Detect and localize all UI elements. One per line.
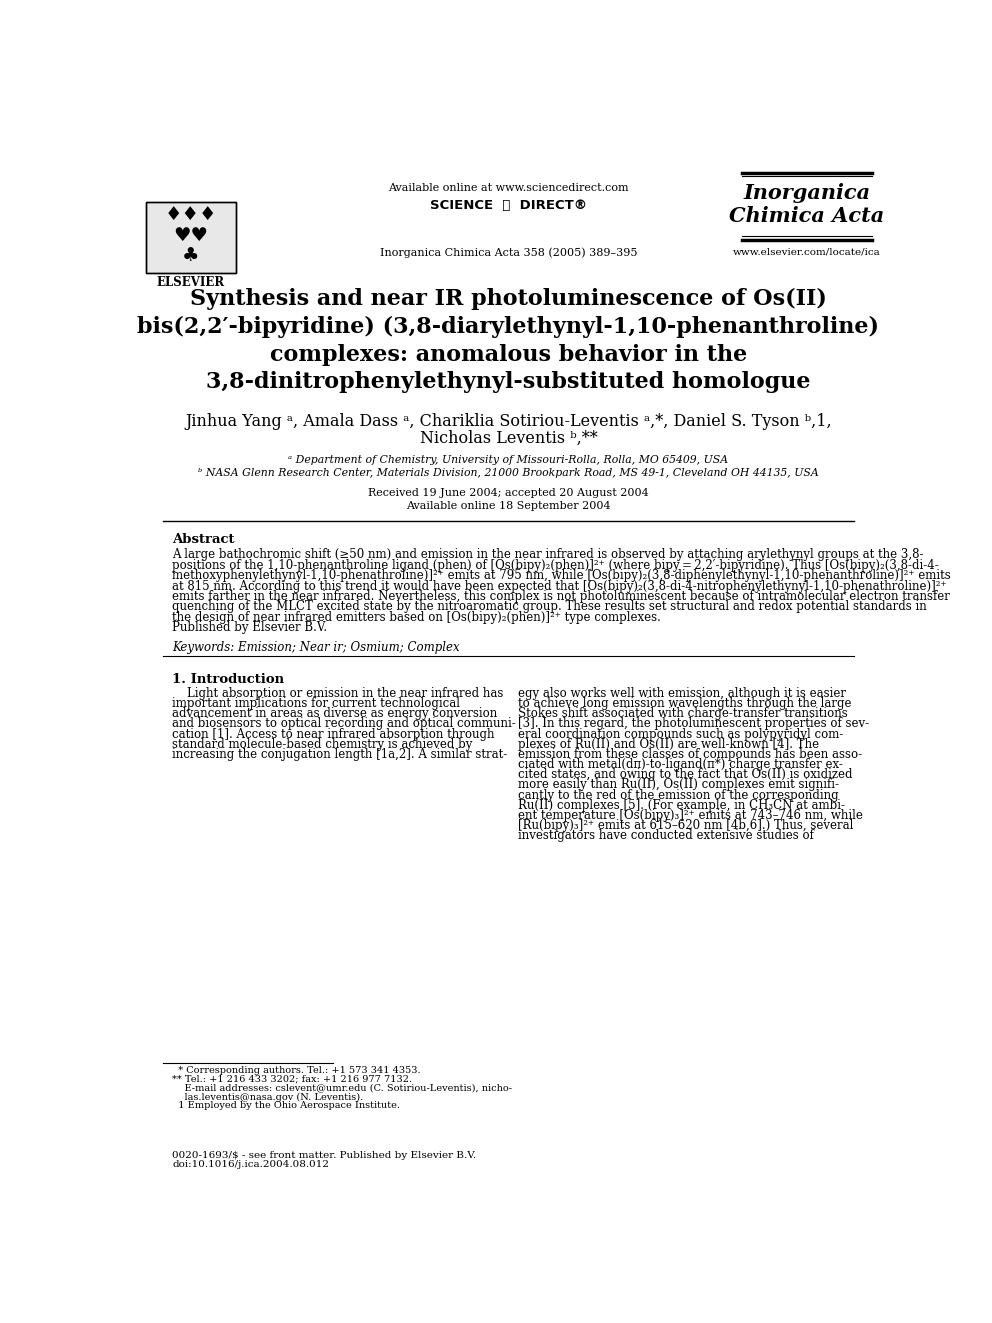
Text: advancement in areas as diverse as energy conversion: advancement in areas as diverse as energ…: [172, 708, 497, 720]
Text: increasing the conjugation length [1a,2]. A similar strat-: increasing the conjugation length [1a,2]…: [172, 747, 507, 761]
Text: at 815 nm. According to this trend it would have been expected that [Os(bipy)₂(3: at 815 nm. According to this trend it wo…: [172, 579, 946, 593]
Text: [3]. In this regard, the photoluminescent properties of sev-: [3]. In this regard, the photoluminescen…: [518, 717, 869, 730]
Text: SCIENCE  ⓓ  DIRECT®: SCIENCE ⓓ DIRECT®: [430, 198, 587, 212]
Text: quenching of the MLCT excited state by the nitroaromatic group. These results se: quenching of the MLCT excited state by t…: [172, 601, 927, 614]
Text: Received 19 June 2004; accepted 20 August 2004: Received 19 June 2004; accepted 20 Augus…: [368, 488, 649, 499]
Text: Keywords: Emission; Near ir; Osmium; Complex: Keywords: Emission; Near ir; Osmium; Com…: [172, 640, 459, 654]
Text: cited states, and owing to the fact that Os(II) is oxidized: cited states, and owing to the fact that…: [518, 769, 852, 782]
Text: Available online at www.sciencedirect.com: Available online at www.sciencedirect.co…: [388, 184, 629, 193]
Text: ent temperature [Os(bipy)₃]²⁺ emits at 743–746 nm, while: ent temperature [Os(bipy)₃]²⁺ emits at 7…: [518, 808, 863, 822]
Text: ** Tel.: +1 216 433 3202; fax: +1 216 977 7132.: ** Tel.: +1 216 433 3202; fax: +1 216 97…: [172, 1074, 412, 1084]
Text: 0020-1693/$ - see front matter. Published by Elsevier B.V.: 0020-1693/$ - see front matter. Publishe…: [172, 1151, 476, 1159]
Text: Inorganica: Inorganica: [743, 184, 870, 204]
Text: Jinhua Yang ᵃ, Amala Dass ᵃ, Chariklia Sotiriou-Leventis ᵃ,*, Daniel S. Tyson ᵇ,: Jinhua Yang ᵃ, Amala Dass ᵃ, Chariklia S…: [186, 413, 831, 430]
Text: plexes of Ru(II) and Os(II) are well-known [4]. The: plexes of Ru(II) and Os(II) are well-kno…: [518, 738, 818, 750]
Text: cantly to the red of the emission of the corresponding: cantly to the red of the emission of the…: [518, 789, 838, 802]
Text: ciated with metal(dπ)-to-ligand(π*) charge transfer ex-: ciated with metal(dπ)-to-ligand(π*) char…: [518, 758, 842, 771]
Text: Stokes shift associated with charge-transfer transitions: Stokes shift associated with charge-tran…: [518, 708, 847, 720]
Text: the design of near infrared emitters based on [Os(bipy)₂(phen)]²⁺ type complexes: the design of near infrared emitters bas…: [172, 611, 661, 623]
Text: Published by Elsevier B.V.: Published by Elsevier B.V.: [172, 620, 327, 634]
Text: egy also works well with emission, although it is easier: egy also works well with emission, altho…: [518, 687, 846, 700]
Text: methoxyphenylethynyl-1,10-phenathroline)]²⁺ emits at 795 nm, while [Os(bipy)₂(3,: methoxyphenylethynyl-1,10-phenathroline)…: [172, 569, 950, 582]
Text: E-mail addresses: cslevent@umr.edu (C. Sotiriou-Leventis), nicho-: E-mail addresses: cslevent@umr.edu (C. S…: [172, 1084, 512, 1093]
Text: Synthesis and near IR photoluminescence of Os(II): Synthesis and near IR photoluminescence …: [189, 288, 827, 310]
Text: A large bathochromic shift (≥50 nm) and emission in the near infrared is observe: A large bathochromic shift (≥50 nm) and …: [172, 548, 924, 561]
Text: las.leventis@nasa.gov (N. Leventis).: las.leventis@nasa.gov (N. Leventis).: [172, 1093, 363, 1102]
Text: ᵃ Department of Chemistry, University of Missouri-Rolla, Rolla, MO 65409, USA: ᵃ Department of Chemistry, University of…: [289, 455, 728, 466]
Text: Inorganica Chimica Acta 358 (2005) 389–395: Inorganica Chimica Acta 358 (2005) 389–3…: [380, 247, 637, 258]
Text: 3,8-dinitrophenylethynyl-substituted homologue: 3,8-dinitrophenylethynyl-substituted hom…: [206, 372, 810, 393]
Text: to achieve long emission wavelengths through the large: to achieve long emission wavelengths thr…: [518, 697, 851, 710]
Text: Chimica Acta: Chimica Acta: [729, 206, 885, 226]
Text: investigators have conducted extensive studies of: investigators have conducted extensive s…: [518, 830, 813, 843]
Text: positions of the 1,10-phenanthroline ligand (phen) of [Os(bipy)₂(phen)]²⁺ (where: positions of the 1,10-phenanthroline lig…: [172, 558, 938, 572]
Text: [Ru(bipy)₃]²⁺ emits at 615–620 nm [4b,6].) Thus, several: [Ru(bipy)₃]²⁺ emits at 615–620 nm [4b,6]…: [518, 819, 853, 832]
Text: Available online 18 September 2004: Available online 18 September 2004: [406, 500, 611, 511]
Text: bis(2,2′-bipyridine) (3,8-diarylethynyl-1,10-phenanthroline): bis(2,2′-bipyridine) (3,8-diarylethynyl-…: [138, 316, 879, 337]
Text: more easily than Ru(II), Os(II) complexes emit signifi-: more easily than Ru(II), Os(II) complexe…: [518, 778, 838, 791]
Text: doi:10.1016/j.ica.2004.08.012: doi:10.1016/j.ica.2004.08.012: [172, 1160, 329, 1168]
Text: eral coordination compounds such as polypyridyl com-: eral coordination compounds such as poly…: [518, 728, 843, 741]
Text: ELSEVIER: ELSEVIER: [157, 275, 225, 288]
Text: emits farther in the near infrared. Nevertheless, this complex is not photolumin: emits farther in the near infrared. Neve…: [172, 590, 950, 603]
Text: 1. Introduction: 1. Introduction: [172, 673, 284, 687]
Text: important implications for current technological: important implications for current techn…: [172, 697, 460, 710]
Text: standard molecule-based chemistry is achieved by: standard molecule-based chemistry is ach…: [172, 738, 472, 750]
Text: complexes: anomalous behavior in the: complexes: anomalous behavior in the: [270, 344, 747, 365]
Text: ♦♦♦
♥♥
♣: ♦♦♦ ♥♥ ♣: [165, 206, 217, 266]
Text: cation [1]. Access to near infrared absorption through: cation [1]. Access to near infrared abso…: [172, 728, 495, 741]
Text: Light absorption or emission in the near infrared has: Light absorption or emission in the near…: [172, 687, 503, 700]
Text: * Corresponding authors. Tel.: +1 573 341 4353.: * Corresponding authors. Tel.: +1 573 34…: [172, 1066, 421, 1074]
Text: Abstract: Abstract: [172, 533, 234, 546]
FancyBboxPatch shape: [146, 202, 236, 273]
Text: and biosensors to optical recording and optical communi-: and biosensors to optical recording and …: [172, 717, 516, 730]
Text: Nicholas Leventis ᵇ,**: Nicholas Leventis ᵇ,**: [420, 430, 597, 447]
Text: ᵇ NASA Glenn Research Center, Materials Division, 21000 Brookpark Road, MS 49-1,: ᵇ NASA Glenn Research Center, Materials …: [198, 467, 818, 478]
Text: Ru(II) complexes [5]. (For example, in CH₃CN at ambi-: Ru(II) complexes [5]. (For example, in C…: [518, 799, 845, 812]
Text: 1 Employed by the Ohio Aerospace Institute.: 1 Employed by the Ohio Aerospace Institu…: [172, 1101, 400, 1110]
Text: emission from these classes of compounds has been asso-: emission from these classes of compounds…: [518, 747, 862, 761]
Text: www.elsevier.com/locate/ica: www.elsevier.com/locate/ica: [733, 247, 881, 257]
